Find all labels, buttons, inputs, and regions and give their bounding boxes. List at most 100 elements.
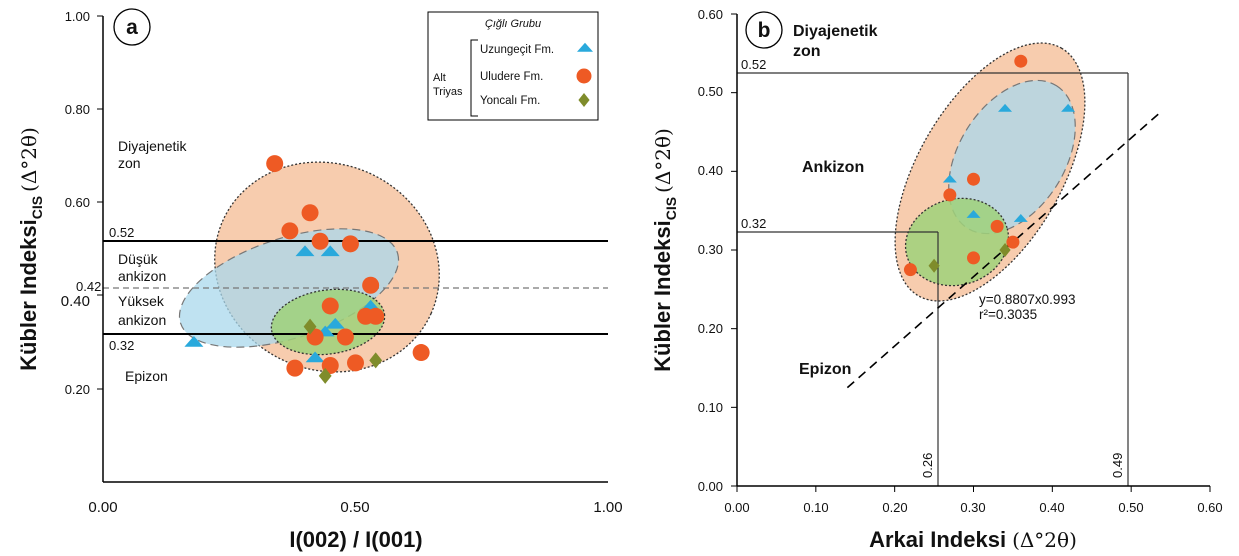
circle-point bbox=[1006, 235, 1020, 249]
legend-entry-uludere: Uludere Fm. bbox=[480, 71, 543, 83]
triangle-point bbox=[184, 336, 204, 347]
legend-triangle-icon bbox=[577, 42, 593, 52]
yoncali-ellipse-a bbox=[270, 288, 386, 356]
panel-label-b: b bbox=[758, 19, 771, 42]
y-tick-label: 0.80 bbox=[65, 102, 90, 117]
y-tick-label: 1.00 bbox=[65, 9, 90, 24]
zone-high-anchizone-2: ankizon bbox=[118, 312, 166, 328]
circle-point bbox=[903, 263, 917, 277]
circle-point bbox=[321, 297, 339, 315]
x-tick-label: 0.50 bbox=[340, 499, 369, 516]
circle-point bbox=[1014, 54, 1028, 68]
zone-epizone-b: Epizon bbox=[799, 361, 851, 378]
legend-bracket bbox=[470, 39, 478, 117]
diamond-point bbox=[928, 258, 940, 273]
regression-line bbox=[846, 109, 1164, 389]
zone-diagenetic-b-1: Diyajenetik bbox=[793, 23, 878, 40]
y-axis-title-sub-a: CIS bbox=[29, 196, 45, 219]
y-tick-label: 0.40 bbox=[61, 293, 90, 310]
zone-high-anchizone-1: Yüksek bbox=[118, 293, 165, 309]
x-tick-label: 0.00 bbox=[88, 499, 117, 516]
legend-entry-uzungecit: Uzungeçit Fm. bbox=[480, 44, 554, 56]
circle-point bbox=[990, 219, 1004, 233]
x-axis-title-b: Arkai Indeksi (Δ°2θ) bbox=[869, 527, 1077, 552]
y-axis-title-sub-b: CIS bbox=[663, 197, 679, 220]
panel-a: 1.00 0.80 0.60 0.40 0.20 0.00 0.50 1.00 … bbox=[16, 8, 623, 552]
circle-point bbox=[943, 188, 957, 202]
y-tick-label: 0.60 bbox=[65, 195, 90, 210]
zone-diagenetic-a-2: zon bbox=[118, 155, 141, 171]
y-tick-label: 0.20 bbox=[698, 321, 723, 336]
line-label-042-a: 0.42 bbox=[76, 279, 101, 294]
circle-point bbox=[336, 328, 354, 346]
circle-point bbox=[967, 172, 980, 186]
panel-label-a: a bbox=[126, 16, 138, 39]
circle-point bbox=[266, 155, 284, 173]
panel-b: 0.00 0.10 0.20 0.30 0.40 0.50 0.60 0.00 … bbox=[650, 7, 1223, 552]
zone-diagenetic-a-1: Diyajenetik bbox=[118, 138, 187, 154]
ticks-b bbox=[731, 13, 1211, 492]
zone-low-anchizone-1: Düşük bbox=[118, 251, 159, 267]
points-a bbox=[184, 155, 430, 384]
y-tick-label: 0.20 bbox=[65, 382, 90, 397]
y-tick-label: 0.60 bbox=[698, 7, 723, 22]
vline-label-026-b: 0.26 bbox=[920, 453, 935, 478]
circle-point bbox=[311, 232, 329, 250]
x-tick-label: 0.60 bbox=[1197, 500, 1222, 515]
legend-circle-icon bbox=[576, 68, 592, 84]
triangle-point bbox=[1061, 103, 1076, 112]
x-tick-label: 0.50 bbox=[1118, 500, 1143, 515]
x-axis-title-a: I(002) / I(001) bbox=[289, 527, 422, 552]
y-axis-title-b: Kübler IndeksiCIS (Δ°2θ) bbox=[650, 128, 679, 372]
y-axis-title-a: Kübler IndeksiCIS (Δ°2θ) bbox=[16, 127, 45, 371]
circle-point bbox=[362, 276, 380, 294]
y-tick-label: 0.30 bbox=[698, 242, 723, 257]
circle-point bbox=[967, 251, 980, 265]
line-label-032-a: 0.32 bbox=[109, 338, 134, 353]
circle-point bbox=[347, 354, 364, 372]
triangle-point bbox=[998, 103, 1013, 112]
diamond-point bbox=[318, 367, 332, 384]
y-tick-label: 0.00 bbox=[698, 479, 723, 494]
circle-point bbox=[412, 344, 430, 362]
y-tick-label: 0.50 bbox=[698, 84, 723, 99]
vline-label-049-b: 0.49 bbox=[1110, 453, 1125, 478]
triangle-point bbox=[305, 351, 325, 363]
regression-r2: r²=0.3035 bbox=[979, 307, 1037, 322]
circle-point bbox=[301, 204, 319, 222]
zone-epizone-a: Epizon bbox=[125, 368, 168, 384]
triangle-point bbox=[942, 174, 957, 183]
triangle-point bbox=[295, 245, 315, 257]
circle-point bbox=[281, 222, 299, 240]
zone-diagenetic-b-2: zon bbox=[793, 43, 821, 60]
diamond-point bbox=[369, 352, 383, 369]
x-tick-label: 0.30 bbox=[960, 500, 985, 515]
uzungecit-ellipse-b bbox=[948, 79, 1076, 235]
legend-entry-yoncali: Yoncalı Fm. bbox=[480, 95, 540, 107]
legend-box bbox=[427, 11, 599, 121]
triangle-point bbox=[325, 317, 345, 329]
x-tick-label: 0.20 bbox=[882, 500, 907, 515]
triangle-point bbox=[320, 245, 340, 257]
y-tick-label: 0.40 bbox=[698, 163, 723, 178]
circle-point bbox=[286, 359, 304, 377]
circle-point bbox=[341, 235, 359, 253]
panel-label-circle-b bbox=[745, 11, 783, 49]
legend-group-2: Triyas bbox=[433, 86, 463, 98]
triangle-point bbox=[966, 210, 981, 218]
zone-low-anchizone-2: ankizon bbox=[118, 268, 166, 284]
legend: Çığlı Grubu Alt Triyas Uzungeçit Fm. Ulu… bbox=[427, 11, 599, 121]
x-tick-label: 0.40 bbox=[1039, 500, 1064, 515]
legend-diamond-icon bbox=[578, 93, 590, 107]
zone-anchizone-b: Ankizon bbox=[802, 159, 864, 176]
points-b bbox=[903, 54, 1076, 277]
y-axis-title-main-a: Kübler Indeksi bbox=[16, 219, 41, 371]
line-label-052-a: 0.52 bbox=[109, 225, 134, 240]
panel-label-circle-a bbox=[113, 8, 151, 46]
x-tick-label: 1.00 bbox=[593, 499, 622, 516]
y-axis-title-unit-b: (Δ°2θ) bbox=[651, 128, 675, 193]
x-tick-label: 0.10 bbox=[803, 500, 828, 515]
diamond-point bbox=[303, 318, 317, 335]
legend-title: Çığlı Grubu bbox=[485, 18, 541, 30]
